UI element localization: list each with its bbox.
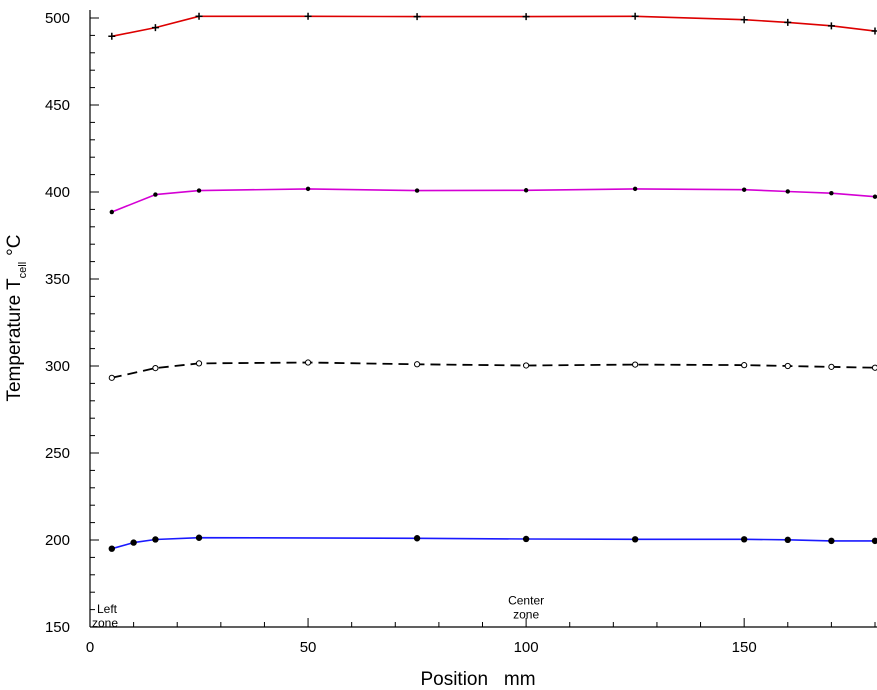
data-point: [196, 188, 202, 193]
data-point: [523, 362, 530, 369]
y-tick-label: 250: [45, 445, 70, 462]
series-line: [111, 188, 876, 213]
data-point: [828, 537, 835, 545]
series-line: [111, 536, 875, 550]
series-2: [109, 186, 877, 215]
data-point: [108, 545, 116, 552]
data-point: [632, 186, 638, 192]
series-3: [108, 359, 877, 381]
data-point: [195, 12, 203, 20]
x-tick-label: 50: [300, 639, 317, 656]
data-point: [784, 362, 791, 370]
data-point: [130, 539, 137, 546]
y-tick-label: 400: [45, 184, 70, 201]
data-point: [785, 189, 790, 194]
left-zone-label-line: Left: [97, 602, 118, 616]
series-1: [108, 12, 877, 40]
data-point: [414, 188, 420, 193]
data-point: [152, 536, 159, 543]
left-zone-label-line: zone: [92, 616, 118, 630]
y-tick-label: 350: [45, 271, 70, 288]
y-axis-title-subscript: cell: [17, 262, 29, 279]
data-point: [784, 536, 791, 544]
y-tick-label: 150: [45, 619, 70, 636]
axes: [89, 10, 877, 628]
axis-ticks: [89, 17, 876, 628]
series-4: [108, 534, 877, 552]
x-tick-label: 100: [514, 639, 539, 656]
series-layer: [108, 12, 877, 552]
data-point: [152, 364, 159, 372]
x-axis-title: Position mm: [420, 669, 535, 690]
data-point: [522, 535, 530, 543]
y-tick-label: 200: [45, 532, 70, 549]
center-zone-label-line: zone: [513, 607, 539, 621]
data-point: [631, 12, 639, 20]
data-point: [109, 209, 115, 215]
data-point: [108, 374, 115, 381]
data-point: [523, 188, 529, 193]
data-point: [413, 535, 421, 542]
y-axis-title: Temperature Tcell °C: [4, 234, 29, 401]
data-point: [871, 27, 877, 35]
y-axis-title-main: Temperature T: [4, 278, 25, 402]
data-point: [108, 32, 116, 40]
data-point: [153, 192, 158, 197]
left-zone-label: Left zone: [92, 602, 118, 630]
center-zone-label-line: Center: [508, 593, 544, 607]
data-point: [195, 534, 203, 541]
data-point: [195, 360, 203, 367]
y-tick-label: 300: [45, 358, 70, 375]
data-point: [784, 18, 792, 26]
data-point: [740, 16, 748, 24]
data-point: [151, 24, 159, 32]
data-point: [829, 191, 834, 196]
data-point: [413, 361, 421, 368]
data-point: [631, 536, 639, 543]
data-point: [741, 187, 747, 192]
data-point: [871, 364, 877, 371]
series-line: [111, 15, 876, 38]
series-line: [111, 361, 876, 379]
data-point: [872, 194, 877, 199]
data-point: [871, 537, 877, 545]
y-tick-label: 450: [45, 97, 70, 114]
data-point: [304, 359, 312, 366]
y-tick-label: 500: [45, 10, 70, 27]
y-axis-title-unit: °C: [4, 234, 25, 255]
axis-tick-labels: 0 50 100 150 150 200 250 300 350 400 450 500: [45, 10, 757, 656]
data-point: [522, 13, 530, 21]
data-point: [304, 12, 312, 20]
data-point: [740, 536, 748, 543]
center-zone-label: Center zone: [508, 593, 544, 621]
data-point: [305, 186, 311, 192]
data-point: [632, 361, 639, 368]
data-point: [827, 22, 835, 30]
x-tick-label: 0: [86, 639, 94, 656]
data-point: [828, 363, 835, 370]
data-point: [413, 13, 421, 21]
data-point: [741, 362, 748, 369]
x-tick-label: 150: [732, 639, 757, 656]
